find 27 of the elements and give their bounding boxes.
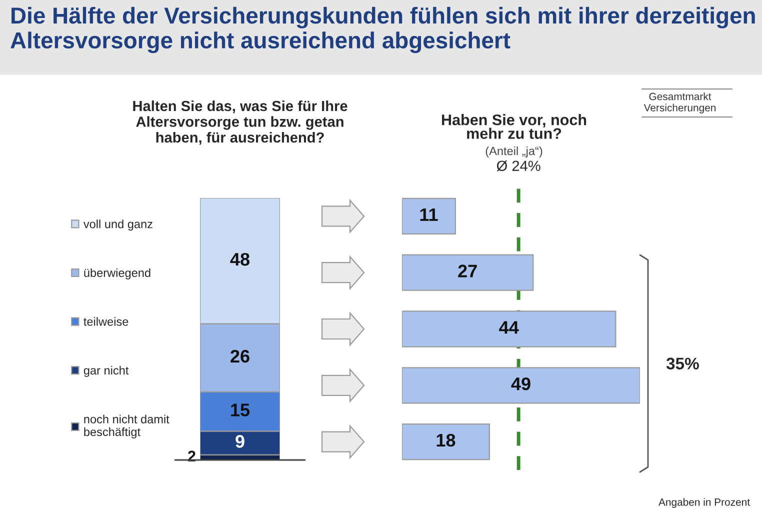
- bar: [402, 423, 490, 460]
- chart-subtitle: (Anteil „ja“): [486, 146, 542, 158]
- data-label: 18: [436, 434, 456, 447]
- ref-line-label: Ø 24%: [496, 160, 540, 172]
- legend-label: überwiegend: [84, 268, 150, 280]
- bar: [402, 367, 640, 404]
- data-label: 49: [511, 377, 530, 390]
- legend-label: voll und ganz: [83, 220, 152, 231]
- legend-label: teilweise: [84, 317, 128, 326]
- data-label: 11: [420, 208, 438, 221]
- data-label: 44: [499, 321, 519, 334]
- bar: [402, 310, 616, 348]
- data-label: 15: [231, 404, 250, 416]
- chart-subtitle: Halten Sie das, was Sie für Ihre Altersvorsorge tun bzw. getan haben, für ausreichend?: [133, 100, 348, 145]
- legend-label: gar nicht: [84, 366, 129, 377]
- text: Gesamtmarkt Versicherungen: [644, 92, 716, 114]
- text: Die Hälfte der Versicherungskunden fühlen sich mit ihrer derzeitigen Altersvorsorge nicht ausreichend abgesichert: [10, 6, 755, 54]
- legend-label: noch nicht damit beschäftigt: [84, 414, 170, 438]
- data-label: 48: [230, 252, 250, 266]
- text: Angaben in Prozent: [658, 498, 750, 508]
- text: 35%: [666, 358, 699, 370]
- bar: [402, 198, 456, 235]
- data-label: 26: [230, 350, 250, 363]
- data-label: 9: [236, 435, 244, 448]
- bar: [402, 254, 534, 291]
- data-label: 27: [458, 264, 477, 278]
- chart-title: Haben Sie vor, noch mehr zu tun?: [442, 114, 586, 139]
